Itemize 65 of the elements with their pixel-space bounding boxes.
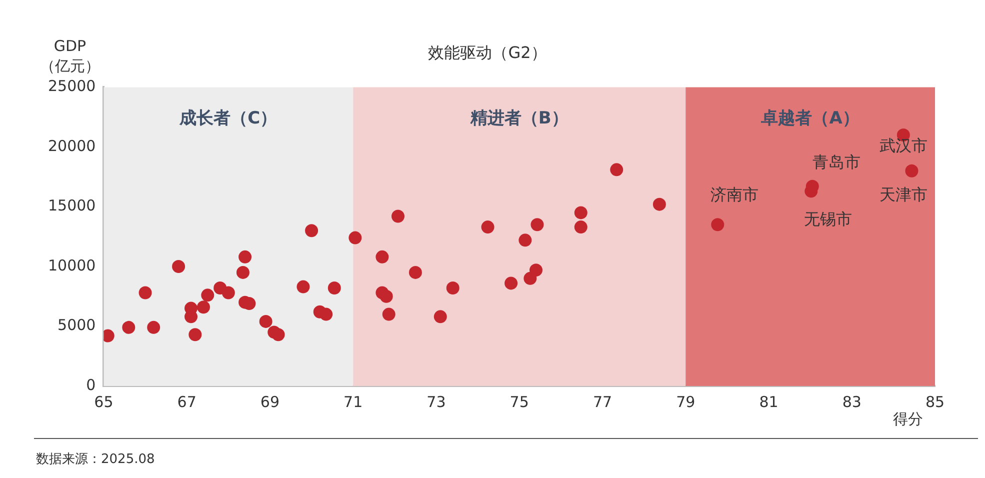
annotation: 无锡市 — [804, 209, 852, 228]
x-tick-label: 75 — [510, 392, 529, 411]
chart-title: 效能驱动（G2） — [428, 42, 547, 62]
point — [610, 163, 624, 176]
point — [348, 231, 362, 244]
point — [272, 328, 285, 342]
x-tick-label: 83 — [842, 392, 862, 411]
point — [328, 281, 341, 294]
x-tick-label: 85 — [925, 392, 945, 411]
x-axis-title: 得分 — [893, 410, 923, 429]
point — [172, 260, 186, 273]
point — [574, 220, 588, 234]
annotation: 武汉市 — [879, 136, 928, 156]
point — [122, 320, 136, 334]
band-label: 卓越者（A） — [760, 108, 860, 129]
point — [196, 300, 210, 314]
point — [652, 198, 666, 211]
point — [201, 288, 214, 302]
x-tick-label: 67 — [177, 392, 196, 411]
point — [905, 164, 918, 178]
point — [296, 280, 310, 294]
y-tick-label: 10000 — [48, 256, 96, 274]
x-tick-label: 73 — [426, 392, 446, 411]
point — [320, 308, 333, 321]
y-axis-title: GDP （亿元） — [40, 36, 100, 76]
point — [236, 266, 250, 279]
point — [188, 328, 202, 342]
x-tick-label: 71 — [344, 392, 363, 411]
y-tick-label: 5000 — [58, 316, 96, 334]
x-tick-label: 69 — [260, 392, 280, 411]
point — [147, 320, 160, 334]
band-label: 精进者（B） — [469, 108, 568, 129]
point — [238, 250, 252, 264]
point — [408, 266, 422, 279]
annotation: 青岛市 — [812, 152, 860, 172]
point — [138, 286, 152, 300]
point — [222, 286, 235, 300]
point — [376, 250, 389, 264]
point — [380, 290, 393, 303]
point — [524, 272, 537, 285]
point — [382, 308, 396, 321]
point — [504, 276, 518, 290]
point — [574, 206, 588, 220]
x-tick-label: 79 — [676, 392, 696, 411]
x-tick-label: 65 — [94, 392, 114, 411]
annotation: 济南市 — [710, 184, 759, 204]
y-tick-label: 15000 — [48, 196, 96, 215]
point — [529, 264, 542, 277]
point — [711, 218, 724, 232]
point — [391, 210, 404, 223]
y-tick-label: 20000 — [48, 136, 96, 155]
point — [434, 310, 447, 324]
point — [305, 224, 318, 238]
point — [481, 220, 494, 234]
point — [259, 314, 272, 328]
point — [530, 218, 544, 232]
y-tick-label: 0 — [86, 376, 96, 394]
x-tick-label: 77 — [592, 392, 612, 411]
x-tick-label: 81 — [759, 392, 778, 411]
annotation: 天津市 — [880, 185, 928, 204]
band-label: 成长者（C） — [178, 108, 278, 129]
point — [518, 234, 532, 247]
point — [446, 281, 460, 294]
source-note: 数据来源：2025.08 — [36, 451, 155, 468]
y-tick-label: 25000 — [48, 77, 96, 96]
